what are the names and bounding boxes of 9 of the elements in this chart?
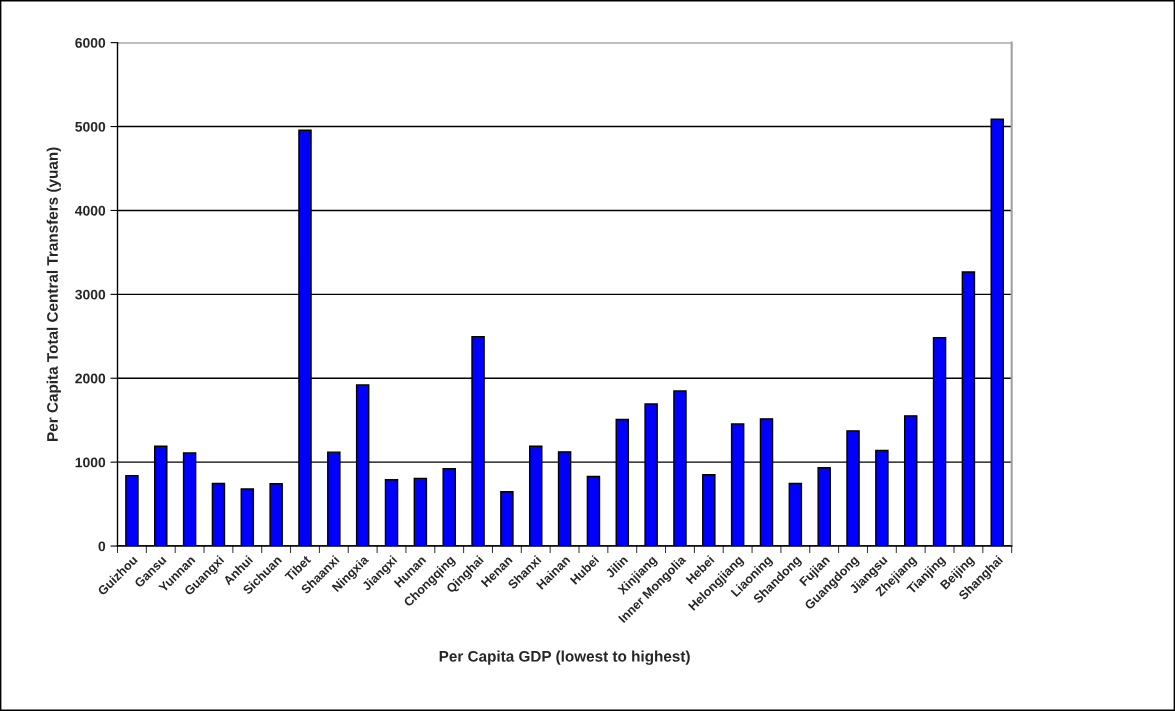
y-tick-label: 3000 [75,289,106,300]
y-tick-label: 2000 [75,373,106,384]
y-axis-title: Per Capita Total Central Transfers (yuan) [46,147,61,441]
y-tick-label: 6000 [75,37,106,48]
y-tick-label: 4000 [75,205,106,216]
x-axis-title: Per Capita GDP (lowest to highest) [439,650,690,665]
y-tick-label: 1000 [75,457,106,468]
y-tick-label: 0 [98,541,106,552]
y-tick-label: 5000 [75,121,106,132]
